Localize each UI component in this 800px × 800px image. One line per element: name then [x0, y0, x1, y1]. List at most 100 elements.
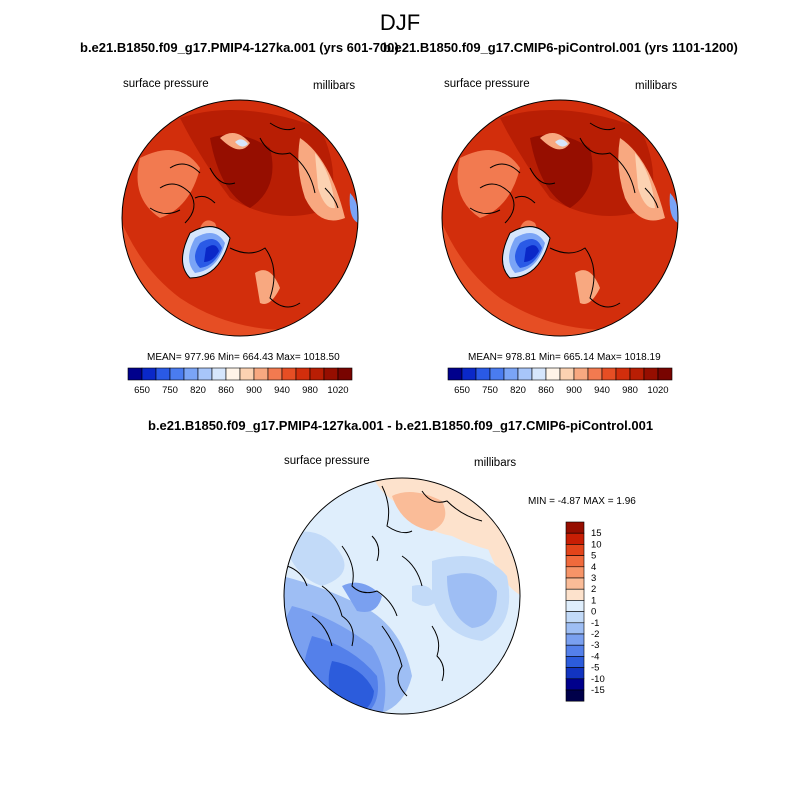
diff-colorbar-box [565, 577, 585, 590]
diff-colorbar-box [565, 566, 585, 579]
diff-colorbar-label: 10 [591, 539, 602, 550]
diff-colorbar-label: 5 [591, 551, 596, 562]
panel1-colorbar-label: 900 [246, 385, 262, 396]
panel1-map [121, 99, 359, 337]
panel1-colorbar-label: 820 [190, 385, 206, 396]
panel1-colorbar-label: 940 [274, 385, 290, 396]
panel1-units: millibars [313, 80, 356, 92]
diff-colorbar-box [565, 600, 585, 612]
diff-colorbar-box [565, 588, 585, 601]
diff-colorbar-label: 3 [591, 573, 596, 584]
panel1-stats: MEAN= 977.96 Min= 664.43 Max= 1018.50 [147, 352, 340, 363]
diff-colorbar-label: -4 [591, 651, 599, 662]
panel2-colorbar-box [475, 367, 491, 381]
panel1-colorbar-box [225, 367, 241, 381]
panel2-colorbar-box [657, 367, 673, 381]
panel2-variable: surface pressure [444, 78, 530, 90]
diff-coastlines [286, 485, 483, 697]
diff-colorbar-label: -3 [591, 640, 599, 651]
panel2-colorbar-box [643, 367, 659, 381]
diff-colorbar-label: 0 [591, 607, 596, 618]
panel2-colorbar-box [503, 367, 519, 381]
diff-colorbar-label: 4 [591, 562, 596, 573]
panel1-colorbar-label: 1020 [327, 385, 348, 396]
panel1-colorbar-box [141, 367, 157, 381]
panel2-colorbar-label: 1020 [647, 385, 668, 396]
panel1-variable: surface pressure [123, 78, 209, 90]
diff-colorbar-label: -5 [591, 663, 599, 674]
diff-colorbar-box [565, 521, 585, 534]
panel2-colorbar-box [587, 367, 603, 381]
diff-colorbar-label: 15 [591, 528, 602, 539]
panel2-colorbar-label: 900 [566, 385, 582, 396]
diff-map-border [283, 477, 521, 715]
panel1-colorbar-box [337, 367, 353, 381]
panel2-colorbar-box [559, 367, 575, 381]
panel1-colorbar-label: 980 [302, 385, 318, 396]
panel1-colorbar-box [183, 367, 199, 381]
panel1-colorbar-box [323, 367, 339, 381]
panel2-colorbar-box [531, 367, 547, 381]
panel2-colorbar-box [447, 367, 463, 381]
panel2-title: b.e21.B1850.f09_g17.CMIP6-piControl.001 … [383, 40, 738, 55]
season-title: DJF [379, 10, 421, 35]
panel2-map [441, 99, 679, 337]
panel2-stats: MEAN= 978.81 Min= 665.14 Max= 1018.19 [468, 352, 661, 363]
panel1-colorbar-box [309, 367, 325, 381]
panel2-colorbar-label: 940 [594, 385, 610, 396]
panel1-colorbar-label: 650 [134, 385, 150, 396]
panel2-colorbar-box [545, 367, 561, 381]
diff-colorbar-box [565, 689, 585, 702]
panel2-colorbar-label: 820 [510, 385, 526, 396]
panel1-colorbar-box [267, 367, 283, 381]
diff-stats: MIN = -4.87 MAX = 1.96 [528, 496, 636, 507]
panel1-colorbar-label: 750 [162, 385, 178, 396]
panel1-colorbar-box [239, 367, 255, 381]
panel2-colorbar-label: 980 [622, 385, 638, 396]
panel2-colorbar-box [517, 367, 533, 381]
panel2-colorbar-box [629, 367, 645, 381]
panel2-colorbar-box [573, 367, 589, 381]
panel2-colorbar-box [461, 367, 477, 381]
panel2-units: millibars [635, 80, 678, 92]
panel1-colorbar-label: 860 [218, 385, 234, 396]
panel2-colorbar-label: 650 [454, 385, 470, 396]
diff-colorbar-box [565, 555, 585, 568]
panel1-colorbar-box [281, 367, 297, 381]
diff-variable: surface pressure [284, 455, 370, 467]
diff-colorbar-label: -2 [591, 629, 599, 640]
panel1-colorbar-box [197, 367, 213, 381]
diff-units: millibars [474, 457, 517, 469]
diff-colorbar-label: 2 [591, 584, 596, 595]
diff-colorbar-box [565, 644, 585, 657]
panel1-map-border [121, 99, 359, 337]
panel2-colorbar-label: 860 [538, 385, 554, 396]
panel1-colorbar-box [155, 367, 171, 381]
diff-colorbar-box [565, 678, 585, 691]
panel2-colorbar: 650 750 820 860 900 940 980 1020 [447, 367, 673, 396]
diff-colorbar-label: -10 [591, 674, 605, 685]
diff-colorbar-box [565, 633, 585, 646]
diff-colorbar-box [565, 611, 585, 624]
panel2-colorbar-box [489, 367, 505, 381]
panel1-colorbar-box [211, 367, 227, 381]
diff-colorbar-box [565, 667, 585, 680]
panel1-colorbar-box [169, 367, 185, 381]
diff-title: b.e21.B1850.f09_g17.PMIP4-127ka.001 - b.… [148, 418, 654, 433]
panel1-colorbar-box [295, 367, 311, 381]
panel2-coastlines [469, 122, 659, 308]
diff-colorbar-box [565, 622, 585, 635]
panel1-colorbar-box [127, 367, 143, 381]
panel1-title: b.e21.B1850.f09_g17.PMIP4-127ka.001 (yrs… [80, 40, 399, 55]
panel2-colorbar-box [601, 367, 617, 381]
panel2-colorbar-label: 750 [482, 385, 498, 396]
diff-colorbar-label: 1 [591, 595, 596, 606]
diff-colorbar-label: -15 [591, 685, 605, 696]
panel1-coastlines [149, 122, 339, 308]
panel2-colorbar-box [615, 367, 631, 381]
panel1-colorbar-box [253, 367, 269, 381]
diff-colorbar-box [565, 656, 585, 668]
panel1-colorbar: 650 750 820 860 900 940 980 1020 [127, 367, 353, 396]
diff-colorbar-box [565, 532, 585, 545]
